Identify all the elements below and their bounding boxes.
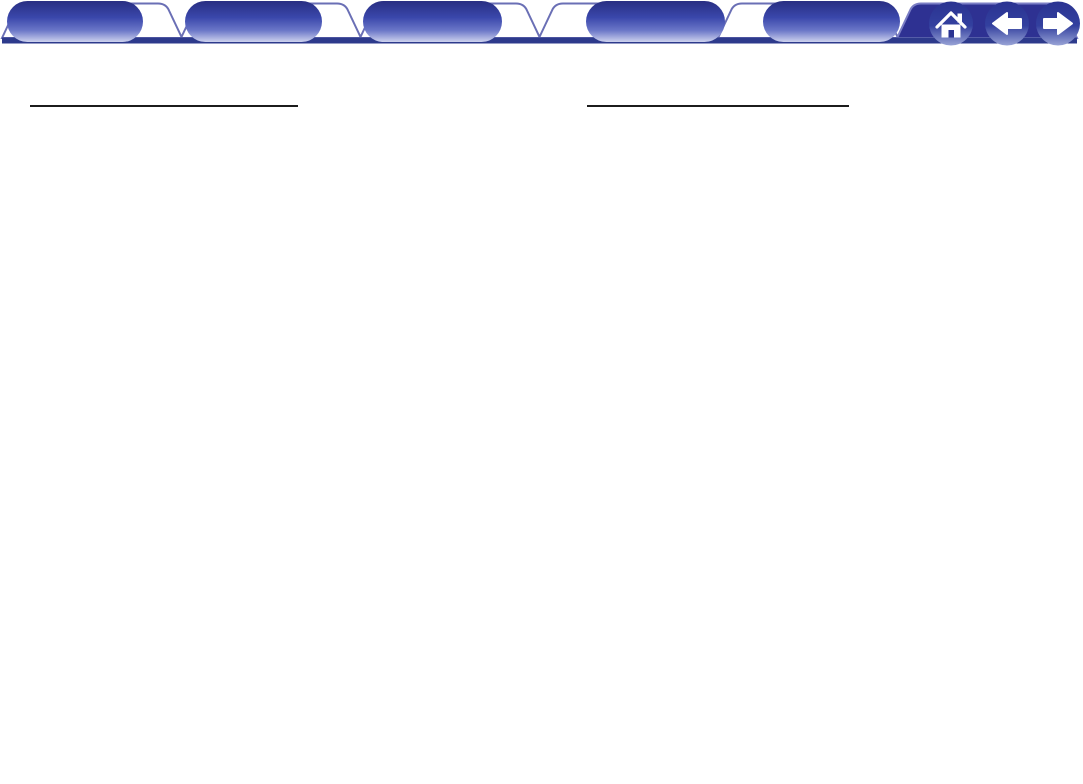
home-button[interactable]	[929, 1, 973, 46]
nav-pill-button-1[interactable]	[7, 1, 143, 42]
back-arrow-icon	[992, 12, 1022, 35]
right-section-heading-underline	[587, 105, 849, 107]
nav-pill-button-3[interactable]	[363, 1, 502, 42]
left-section-heading-underline	[30, 105, 298, 107]
home-icon	[935, 11, 967, 38]
forward-arrow-icon	[1043, 12, 1073, 35]
footer-nav-bar	[7, 1, 1080, 46]
back-button[interactable]	[985, 1, 1029, 46]
tab-bar-baseline	[2, 37, 1077, 44]
forward-button[interactable]	[1036, 1, 1080, 46]
nav-pill-button-5[interactable]	[763, 1, 900, 42]
nav-pill-button-4[interactable]	[586, 1, 725, 42]
nav-pill-button-2[interactable]	[185, 1, 322, 42]
